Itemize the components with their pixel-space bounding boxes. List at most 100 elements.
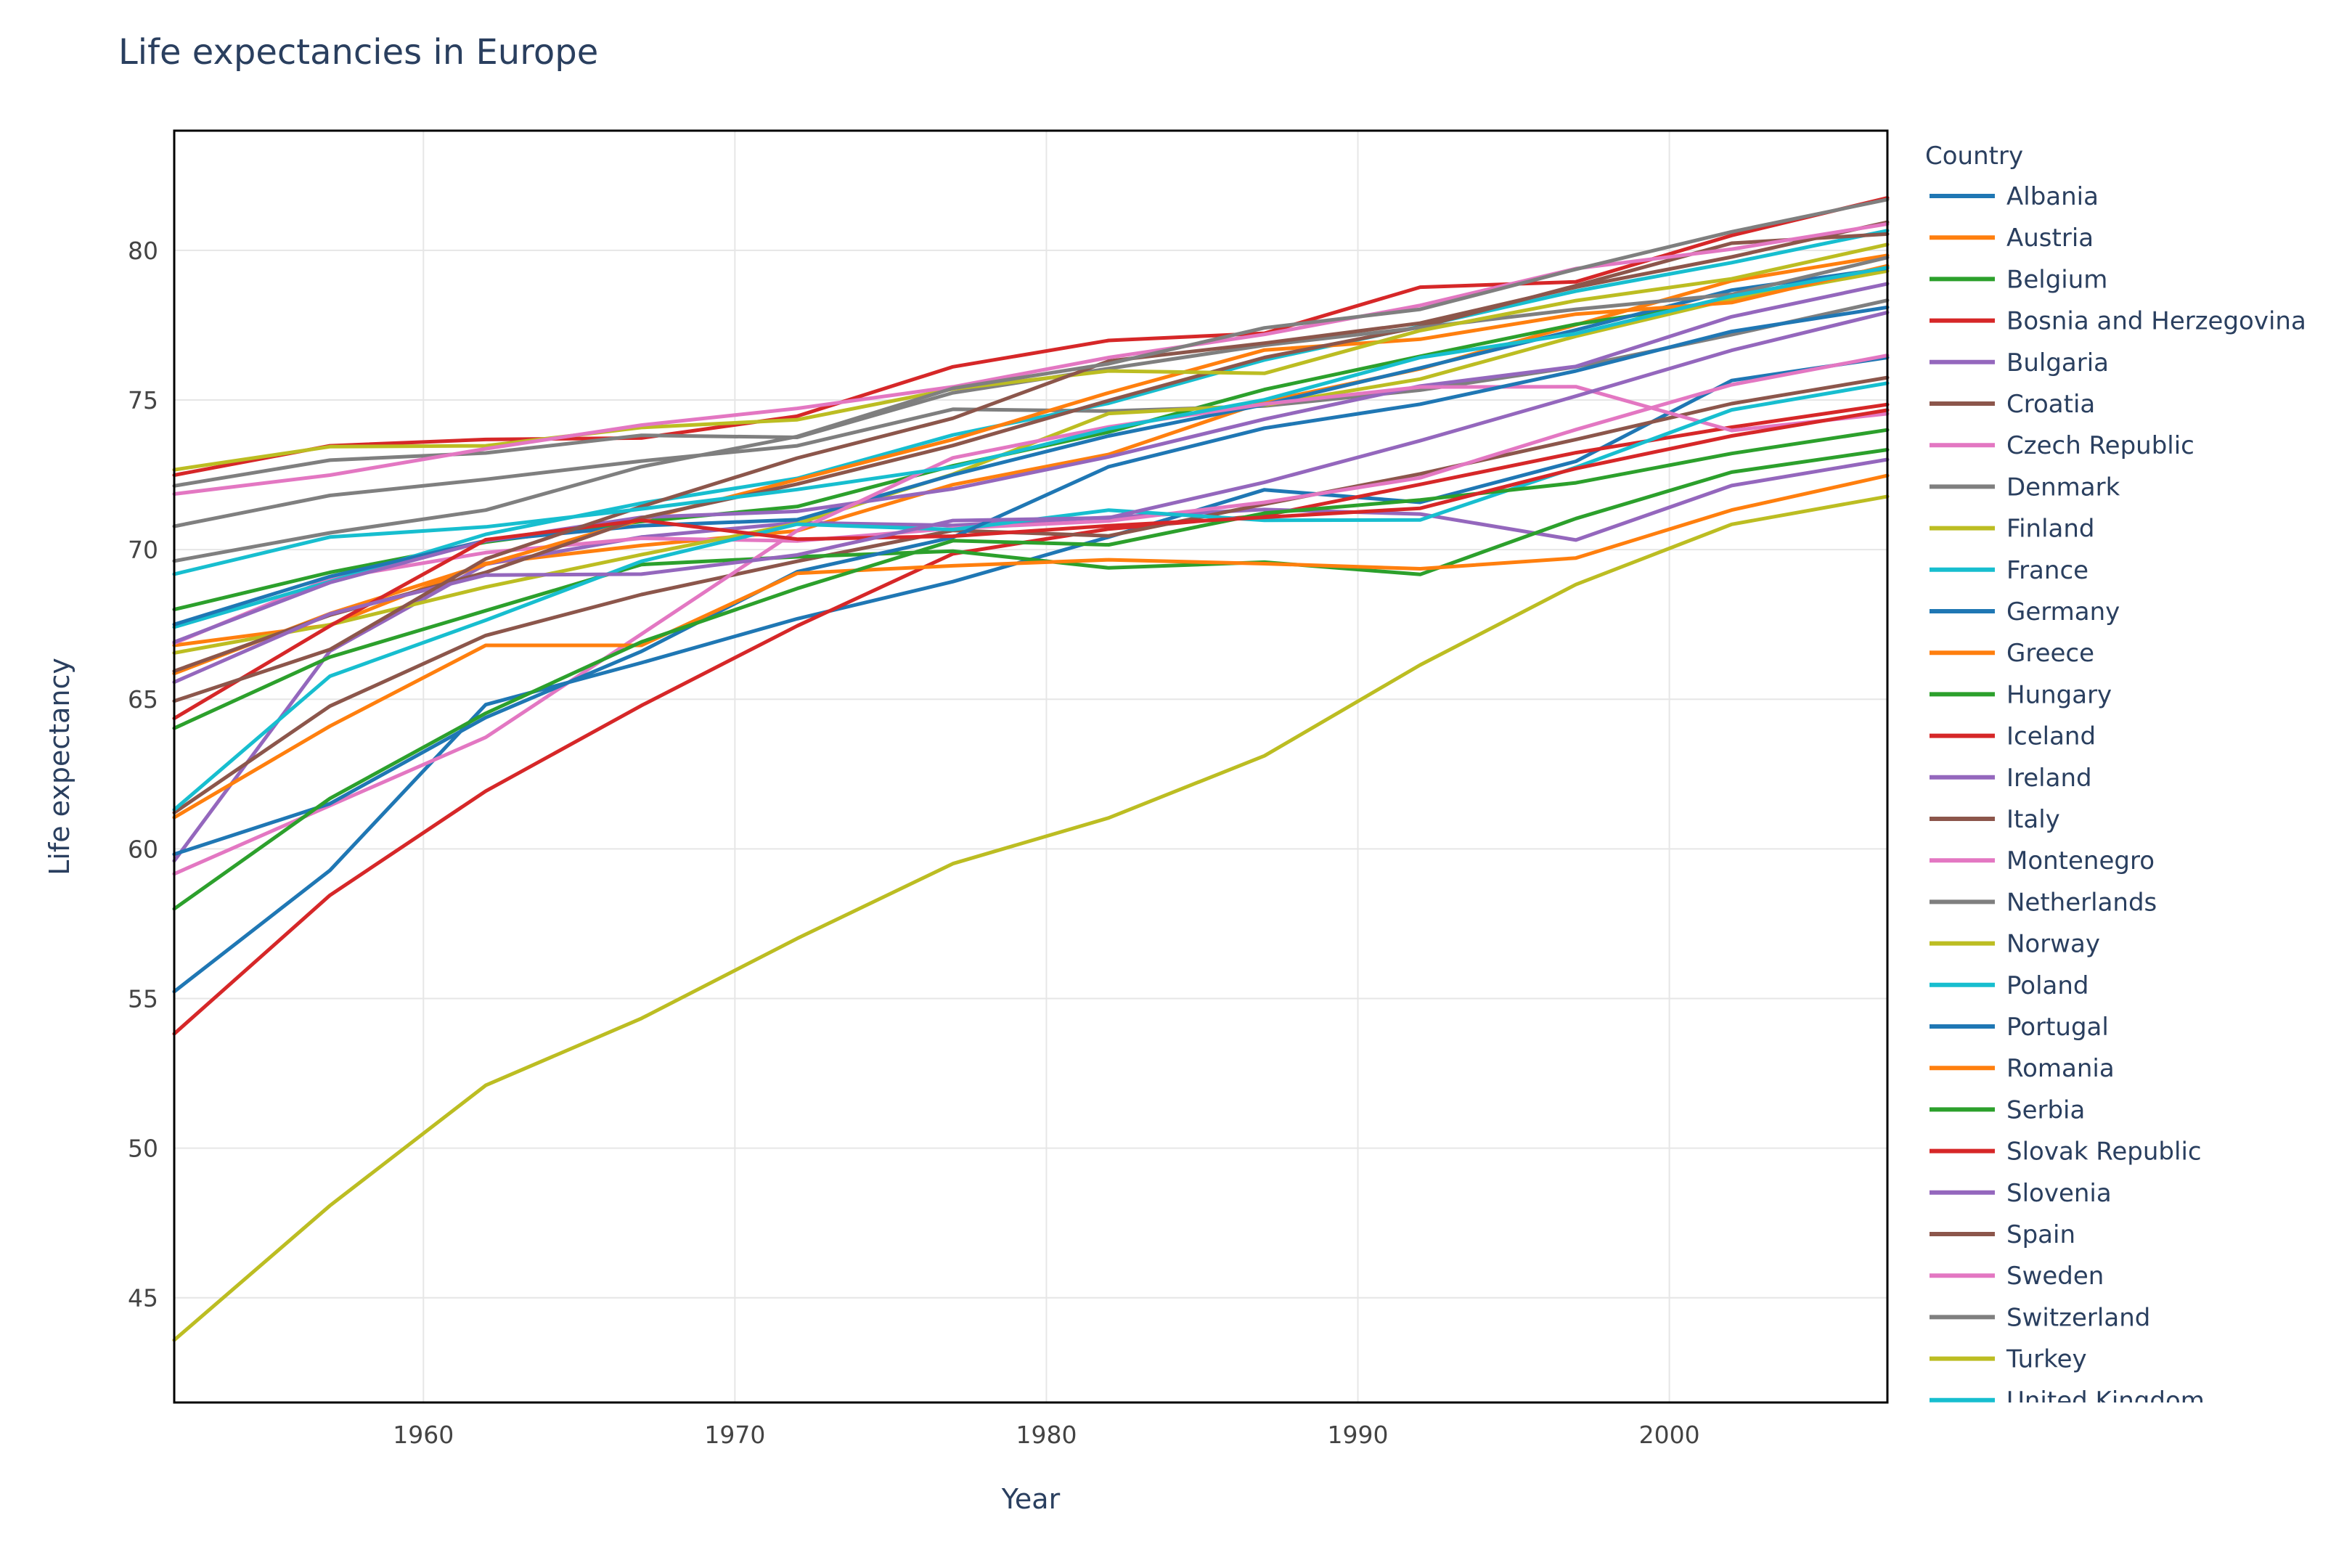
legend-label: Slovak Republic <box>2006 1138 2202 1167</box>
series-line <box>172 222 1890 496</box>
y-tick-label: 45 <box>128 1284 158 1312</box>
legend-label: Greece <box>2006 639 2094 668</box>
y-tick-label: 80 <box>128 237 158 265</box>
y-tick-label: 55 <box>128 984 158 1013</box>
series-line <box>172 448 1890 730</box>
y-tick-label: 75 <box>128 386 158 415</box>
series-line <box>172 229 1890 629</box>
legend-item[interactable]: Slovak Republic <box>1930 1138 2202 1167</box>
legend-item[interactable]: Belgium <box>1930 265 2107 294</box>
x-axis-title: Year <box>1001 1483 1061 1515</box>
legend-label: Poland <box>2006 971 2089 1000</box>
legend-item[interactable]: Austria <box>1930 224 2094 253</box>
legend-label: United Kingdom <box>2006 1387 2205 1416</box>
legend-label: Romania <box>2006 1054 2115 1083</box>
legend-item[interactable]: Croatia <box>1930 390 2095 419</box>
series-line <box>172 298 1890 528</box>
series-line <box>172 375 1890 814</box>
series-line <box>172 305 1890 857</box>
legend-label: Austria <box>2006 224 2094 253</box>
x-tick-label: 1970 <box>704 1421 765 1449</box>
legend-label: Montenegro <box>2006 846 2155 875</box>
legend-item[interactable]: Switzerland <box>1930 1303 2150 1332</box>
legend-label: Sweden <box>2006 1262 2104 1291</box>
x-tick-label: 1960 <box>393 1421 454 1449</box>
series-line <box>172 220 1890 703</box>
legend-item[interactable]: Norway <box>1930 930 2100 959</box>
legend-item[interactable]: Spain <box>1930 1220 2075 1249</box>
chart-title: Life expectancies in Europe <box>118 32 598 73</box>
legend-label: Spain <box>2006 1220 2075 1249</box>
legend-item[interactable]: Bosnia and Herzegovina <box>1930 307 2306 336</box>
legend-item[interactable]: Albania <box>1930 182 2099 211</box>
legend-label: Switzerland <box>2006 1303 2150 1332</box>
legend-item[interactable]: Hungary <box>1930 680 2112 709</box>
x-tick-label: 1990 <box>1328 1421 1389 1449</box>
legend-item[interactable]: France <box>1930 556 2088 585</box>
legend-label: Bulgaria <box>2006 348 2109 377</box>
legend-label: Portugal <box>2006 1013 2109 1042</box>
legend-item[interactable]: Portugal <box>1930 1013 2109 1042</box>
legend-item[interactable]: Greece <box>1930 639 2094 668</box>
legend-item[interactable]: Romania <box>1930 1054 2115 1083</box>
legend-item[interactable]: Bulgaria <box>1930 348 2109 377</box>
legend-label: Finland <box>2006 515 2095 544</box>
y-tick-label: 70 <box>128 536 158 564</box>
series-line <box>172 266 1890 576</box>
y-tick-label: 65 <box>128 685 158 714</box>
legend-item[interactable]: Iceland <box>1930 722 2096 751</box>
series-line <box>172 232 1890 673</box>
series-line <box>172 428 1890 911</box>
legend-label: Ireland <box>2006 764 2092 793</box>
legend-label: Italy <box>2006 805 2060 834</box>
series-line <box>172 494 1890 1342</box>
legend-label: France <box>2006 556 2088 585</box>
series-line <box>172 310 1890 685</box>
legend-label: Norway <box>2006 930 2100 959</box>
legend-item[interactable]: Italy <box>1930 805 2060 834</box>
series-line <box>172 473 1890 820</box>
y-axis-title: Life expectancy <box>44 658 75 875</box>
x-tick-label: 1980 <box>1016 1421 1077 1449</box>
series-line <box>172 402 1890 1036</box>
legend-item[interactable]: Netherlands <box>1930 888 2157 917</box>
legend-item[interactable]: Sweden <box>1930 1262 2104 1291</box>
legend-item[interactable]: United Kingdom <box>1930 1387 2205 1416</box>
series-line <box>172 242 1890 472</box>
series-line <box>172 408 1890 721</box>
legend-label: Slovenia <box>2006 1179 2112 1208</box>
legend-item[interactable]: Germany <box>1930 597 2120 626</box>
legend-label: Germany <box>2006 597 2120 626</box>
legend-item[interactable]: Slovenia <box>1930 1179 2112 1208</box>
legend-label: Albania <box>2006 182 2099 211</box>
legend-label: Iceland <box>2006 722 2096 751</box>
legend-item[interactable]: Poland <box>1930 971 2089 1000</box>
y-tick-label: 50 <box>128 1135 158 1163</box>
legend-label: Netherlands <box>2006 888 2157 917</box>
legend-item[interactable]: Czech Republic <box>1930 431 2194 460</box>
legend-item[interactable]: Ireland <box>1930 764 2092 793</box>
y-tick-label: 60 <box>128 835 158 863</box>
legend-item[interactable]: Montenegro <box>1930 846 2155 875</box>
legend-item[interactable]: Denmark <box>1930 473 2120 502</box>
y-axis-ticks: 45 50 55 60 65 70 75 80 <box>128 237 158 1312</box>
x-tick-label: 2000 <box>1639 1421 1700 1449</box>
legend-title: Country <box>1925 142 2023 171</box>
x-axis-ticks: 1960 1970 1980 1990 2000 <box>393 1421 1699 1449</box>
legend-label: Czech Republic <box>2006 431 2194 460</box>
series-line <box>172 282 1890 644</box>
legend-item[interactable]: Turkey <box>1930 1345 2087 1374</box>
legend-item[interactable]: Finland <box>1930 515 2095 544</box>
legend-label: Hungary <box>2006 680 2112 709</box>
series-line <box>172 354 1890 645</box>
series-line <box>172 196 1890 477</box>
legend-label: Belgium <box>2006 265 2107 294</box>
legend-item[interactable]: Serbia <box>1930 1095 2085 1124</box>
series-line <box>172 197 1890 563</box>
legend[interactable]: Country Albania Austria Belgium Bosnia and … <box>1925 142 2306 1416</box>
series-line <box>172 385 1890 876</box>
series-lines <box>172 196 1890 1342</box>
legend-label: Bosnia and Herzegovina <box>2006 307 2306 336</box>
legend-label: Denmark <box>2006 473 2120 502</box>
